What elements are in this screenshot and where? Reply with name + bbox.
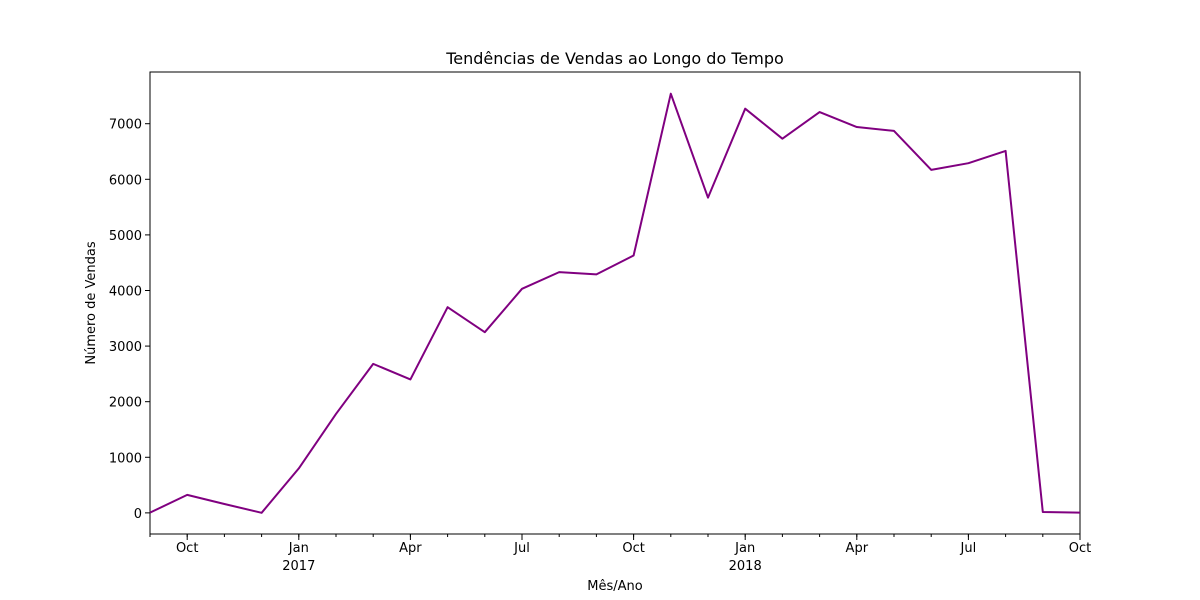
y-tick-label: 4000 <box>109 284 142 299</box>
x-tick-label: Jul <box>960 541 977 556</box>
sales-line <box>149 92 1081 514</box>
y-tick-label: 1000 <box>109 451 142 466</box>
x-tick-label: Oct <box>176 541 198 556</box>
x-tick-year-label: 2018 <box>729 559 762 574</box>
x-tick-label: Jan <box>734 541 755 556</box>
chart-title: Tendências de Vendas ao Longo do Tempo <box>445 49 784 68</box>
plot-frame <box>149 71 1081 535</box>
y-axis-label: Número de Vendas <box>84 241 99 364</box>
x-tick-label: Apr <box>399 541 422 556</box>
y-tick-label: 5000 <box>109 229 142 244</box>
x-tick-label: Apr <box>846 541 869 556</box>
x-tick-label: Jan <box>288 541 309 556</box>
y-tick-label: 2000 <box>109 396 142 411</box>
y-axis: 0 1000 2000 3000 4000 5000 6000 7000 <box>109 118 150 522</box>
x-axis-label: Mês/Ano <box>587 579 642 594</box>
y-tick-label: 6000 <box>109 173 142 188</box>
y-tick-label: 0 <box>134 507 142 522</box>
x-tick-year-label: 2017 <box>282 559 315 574</box>
x-tick-label: Oct <box>1069 541 1091 556</box>
x-tick-label: Oct <box>622 541 644 556</box>
y-tick-label: 7000 <box>109 118 142 133</box>
x-axis: Oct Jan 2017 Apr Jul Oct Jan 2018 Apr Jul Oct <box>149 534 1091 574</box>
x-tick-label: Jul <box>513 541 530 556</box>
plot-area <box>149 71 1081 535</box>
y-tick-label: 3000 <box>109 340 142 355</box>
